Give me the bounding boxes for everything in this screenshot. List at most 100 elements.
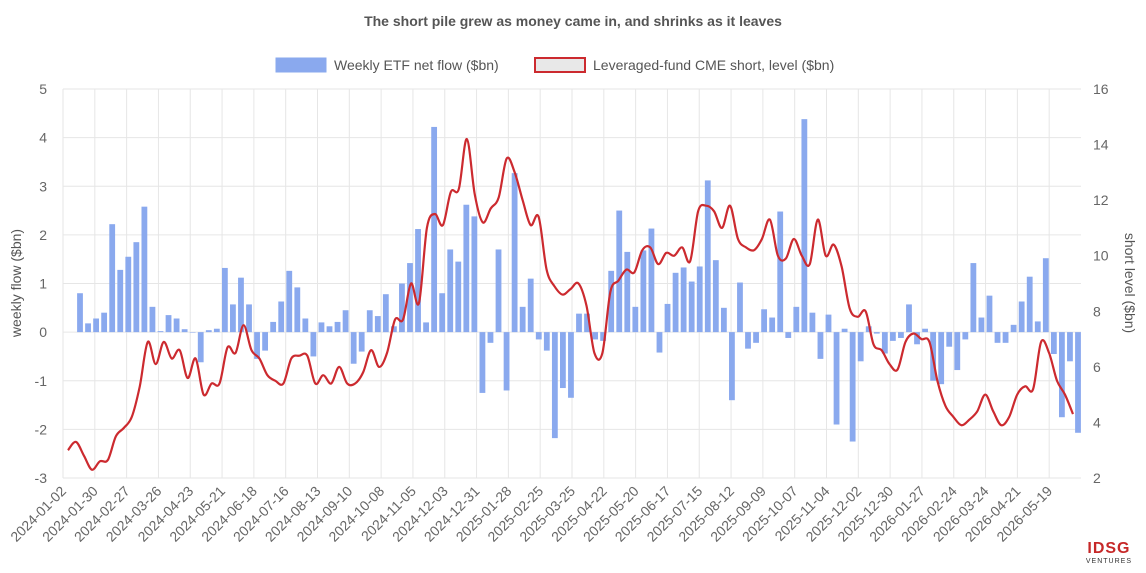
flow-bar	[1042, 258, 1049, 333]
flow-bar	[1067, 332, 1073, 362]
flow-bar	[286, 270, 293, 333]
y2-tick-label: 12	[1093, 192, 1109, 208]
flow-bar	[471, 216, 478, 333]
flow-bar	[648, 228, 655, 333]
y-tick-label: -3	[35, 470, 48, 486]
legend-swatch-flow	[275, 57, 327, 73]
flow-bar	[535, 332, 542, 340]
flow-bar	[729, 332, 735, 401]
flow-bar	[117, 269, 124, 333]
flow-bar	[592, 332, 598, 340]
flow-bar	[922, 328, 928, 333]
flow-bar	[954, 332, 961, 371]
y-tick-label: 1	[39, 276, 47, 292]
flow-bar	[495, 249, 502, 333]
flow-bar	[568, 332, 574, 398]
flow-bar	[1050, 332, 1057, 355]
flow-bar	[463, 204, 470, 333]
flow-bar	[672, 272, 679, 333]
flow-bar	[77, 293, 83, 333]
flow-bar	[85, 323, 91, 333]
flow-bar	[519, 306, 526, 333]
flow-bar	[125, 256, 132, 333]
flow-bar	[93, 318, 99, 333]
flow-bar	[326, 326, 333, 333]
grid	[62, 88, 1081, 479]
flow-bar	[415, 229, 421, 333]
flow-bar	[624, 251, 631, 333]
flow-bar	[560, 332, 566, 389]
flow-bar	[503, 332, 510, 391]
flow-bar	[777, 211, 784, 333]
flow-bar	[857, 332, 864, 362]
watermark-logo: IDSG VENTURES	[1086, 540, 1132, 565]
flow-bar	[1059, 332, 1065, 418]
flow-bar	[439, 293, 446, 333]
flow-bar	[841, 328, 848, 333]
watermark-main: IDSG	[1087, 540, 1131, 557]
flow-bar	[849, 332, 856, 442]
flow-bar	[133, 242, 140, 333]
legend-label-short: Leveraged-fund CME short, level ($bn)	[593, 57, 834, 73]
flow-bar	[914, 332, 920, 345]
flow-bar	[889, 332, 896, 341]
y-tick-label: -2	[35, 421, 48, 437]
flow-bar	[358, 332, 365, 352]
flow-bar	[809, 312, 816, 333]
flow-bar	[978, 317, 985, 333]
flow-bar	[310, 332, 317, 357]
flow-bar	[664, 303, 671, 333]
flow-bar	[1075, 332, 1081, 433]
flow-bar	[181, 329, 188, 333]
y2-tick-label: 16	[1093, 81, 1109, 97]
flow-bar	[938, 332, 945, 385]
flow-bar	[720, 307, 727, 333]
flow-bar	[833, 332, 840, 425]
chart-title: The short pile grew as money came in, an…	[364, 13, 782, 29]
flow-bar	[817, 332, 824, 359]
y2-tick-label: 10	[1093, 248, 1109, 264]
flow-bar	[1026, 276, 1033, 333]
flow-bar	[584, 313, 590, 333]
legend-label-flow: Weekly ETF net flow ($bn)	[334, 57, 499, 73]
flow-bar	[680, 267, 687, 333]
y2-tick-label: 8	[1093, 303, 1101, 319]
flow-bar	[737, 282, 743, 333]
y-axis-left: -3 -2 -1 0 1 2 3 4 5	[35, 81, 48, 486]
flow-bar	[141, 206, 148, 333]
flow-bar	[962, 332, 969, 340]
flow-bar	[407, 263, 413, 333]
y2-tick-label: 4	[1093, 414, 1101, 430]
flow-bar	[189, 332, 196, 333]
flow-bar	[262, 332, 269, 351]
flow-bar	[898, 332, 904, 338]
flow-bar	[551, 332, 558, 439]
flow-bar	[342, 310, 349, 333]
flow-bar	[294, 287, 301, 333]
flow-bar	[165, 315, 172, 333]
flow-bar	[254, 332, 260, 359]
flow-bar	[994, 332, 1001, 343]
flow-bar	[447, 249, 454, 333]
flow-bar	[1010, 324, 1017, 333]
flow-bar	[1002, 332, 1009, 343]
flow-bar	[632, 306, 639, 333]
y2-tick-label: 14	[1093, 137, 1109, 153]
flow-bar	[881, 332, 888, 354]
y-tick-label: 5	[39, 81, 47, 97]
y-tick-label: 2	[39, 227, 47, 243]
flow-bar	[382, 294, 389, 333]
flow-bar	[173, 318, 180, 333]
y-tick-label: 0	[39, 324, 47, 340]
flow-bar	[221, 267, 228, 333]
flow-bars	[77, 119, 1081, 442]
flow-bar	[608, 270, 615, 333]
flow-bar	[1034, 321, 1041, 333]
watermark-sub: VENTURES	[1085, 558, 1132, 565]
flow-bar	[278, 301, 285, 333]
flow-bar	[1018, 301, 1025, 333]
flow-bar	[487, 332, 494, 343]
flow-bar	[793, 306, 800, 333]
flow-bar	[230, 304, 236, 333]
